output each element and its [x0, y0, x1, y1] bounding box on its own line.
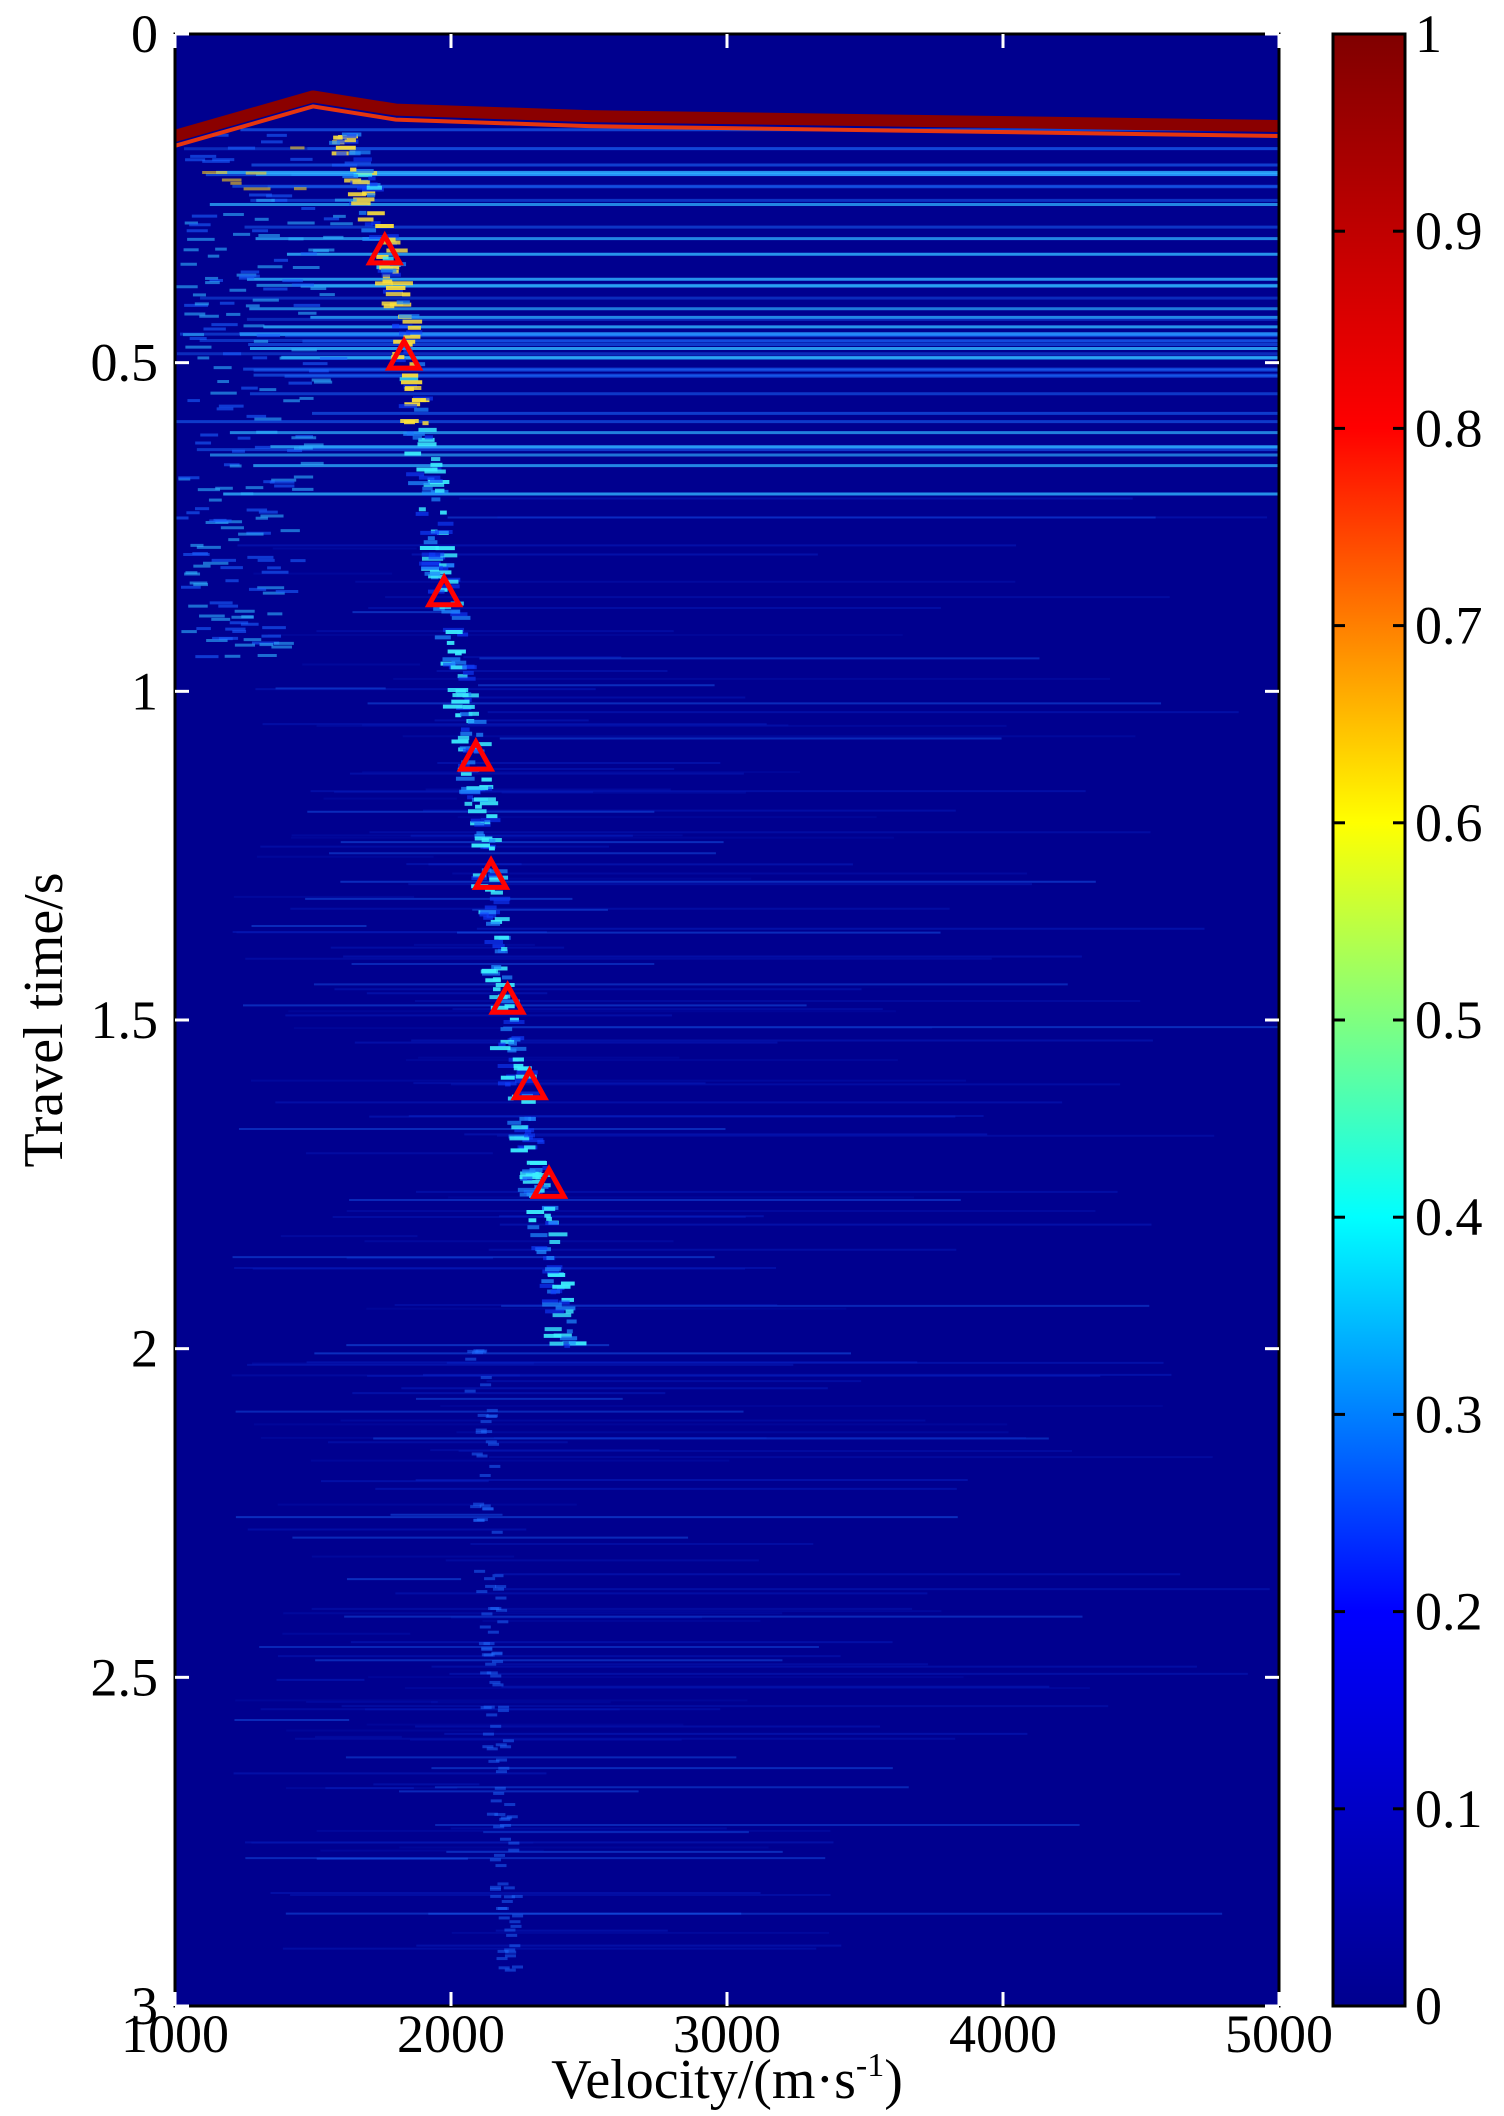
heatmap-background — [175, 34, 1279, 2006]
colorbar-tick-label: 0.6 — [1415, 793, 1483, 853]
x-tick-label: 1000 — [121, 2004, 229, 2064]
x-tick-label: 4000 — [949, 2004, 1057, 2064]
colorbar-ticks: 0 0.1 0.2 0.3 0.4 0.5 0.6 0.7 0.8 0.9 1 — [1333, 4, 1483, 2036]
picked-point-marker — [488, 980, 527, 1015]
x-axis-label-suffix: ) — [884, 2049, 903, 2111]
colorbar: 0 0.1 0.2 0.3 0.4 0.5 0.6 0.7 0.8 0.9 1 — [1331, 4, 1483, 2036]
picked-point-marker — [424, 572, 464, 608]
x-tick-label: 5000 — [1225, 2004, 1333, 2064]
y-tick-label: 2 — [131, 1319, 158, 1379]
y-tick-label: 0.5 — [91, 333, 159, 393]
colorbar-tick-label: 0.1 — [1415, 1779, 1483, 1839]
heatmap-panel — [175, 34, 1279, 2006]
colorbar-tick-label: 1 — [1415, 4, 1442, 64]
x-axis-ticks: 1000 2000 3000 4000 5000 — [121, 34, 1333, 2064]
heatmap-reflection-lines — [175, 128, 1279, 1950]
x-tick-label: 3000 — [673, 2004, 781, 2064]
picked-point-marker — [471, 855, 511, 890]
colorbar-tick-label: 0.8 — [1415, 398, 1483, 458]
y-tick-label: 2.5 — [91, 1647, 159, 1707]
picked-point-marker — [456, 736, 496, 772]
x-axis-label-prefix: Velocity/(m·s — [551, 2049, 856, 2111]
y-tick-label: 1 — [131, 661, 158, 721]
picked-points — [365, 230, 569, 1199]
y-tick-label: 3 — [131, 1976, 158, 2036]
colorbar-tick-label: 0.4 — [1415, 1187, 1483, 1247]
colorbar-tick-label: 0.9 — [1415, 201, 1483, 261]
colorbar-tick-label: 0.2 — [1415, 1582, 1483, 1642]
picked-point-marker — [384, 335, 424, 371]
y-axis-ticks: 0 0.5 1 1.5 2 2.5 3 — [91, 4, 1279, 2036]
colorbar-tick-label: 0.3 — [1415, 1384, 1483, 1444]
first-break-glow — [175, 104, 1279, 148]
x-axis-label: Velocity/(m·s-1) — [551, 2047, 903, 2111]
picked-point-marker — [365, 230, 405, 266]
colorbar-tick-label: 0 — [1415, 1976, 1442, 2036]
y-tick-label: 0 — [131, 4, 158, 64]
x-tick-label: 2000 — [397, 2004, 505, 2064]
picked-point-marker — [529, 1164, 569, 1199]
y-axis-label: Travel time/s — [13, 872, 75, 1167]
x-axis-label-sup: -1 — [856, 2047, 884, 2084]
colorbar-tick-label: 0.5 — [1415, 990, 1483, 1050]
first-break-band — [175, 90, 1279, 142]
picked-point-marker — [510, 1065, 549, 1101]
y-tick-label: 1.5 — [91, 990, 159, 1050]
colorbar-tick-label: 0.7 — [1415, 596, 1483, 656]
